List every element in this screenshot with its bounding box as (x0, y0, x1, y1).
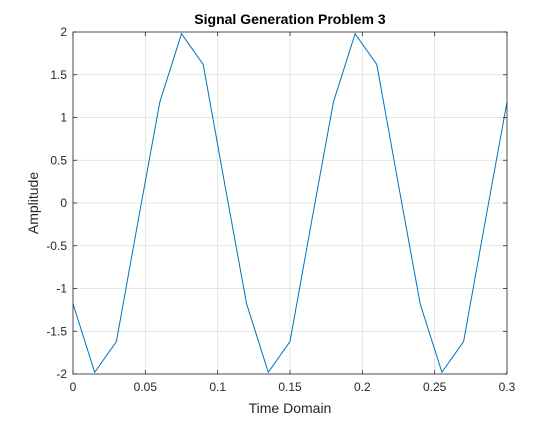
x-axis-label: Time Domain (249, 400, 332, 416)
y-tick-label: 0 (60, 196, 67, 210)
y-tick-label: -1.5 (46, 324, 67, 338)
y-tick-label: -2 (56, 367, 67, 381)
x-tick-label: 0.25 (423, 380, 447, 394)
x-tick-label: 0.15 (278, 380, 302, 394)
x-tick-label: 0.3 (499, 380, 516, 394)
y-tick-label: 2 (60, 25, 67, 39)
x-tick-label: 0 (70, 380, 77, 394)
chart-title: Signal Generation Problem 3 (194, 11, 386, 27)
y-tick-label: 0.5 (50, 153, 67, 167)
y-tick-labels: -2 -1.5 -1 -0.5 0 0.5 1 1.5 2 (46, 25, 67, 381)
x-tick-labels: 0 0.05 0.1 0.15 0.2 0.25 0.3 (70, 380, 516, 394)
y-axis-label: Amplitude (25, 172, 41, 234)
y-tick-label: -1 (56, 282, 67, 296)
y-tick-label: -0.5 (46, 239, 67, 253)
y-tick-label: 1 (60, 111, 67, 125)
x-tick-label: 0.2 (354, 380, 371, 394)
y-tick-label: 1.5 (50, 68, 67, 82)
x-tick-label: 0.1 (209, 380, 226, 394)
x-tick-label: 0.05 (134, 380, 158, 394)
